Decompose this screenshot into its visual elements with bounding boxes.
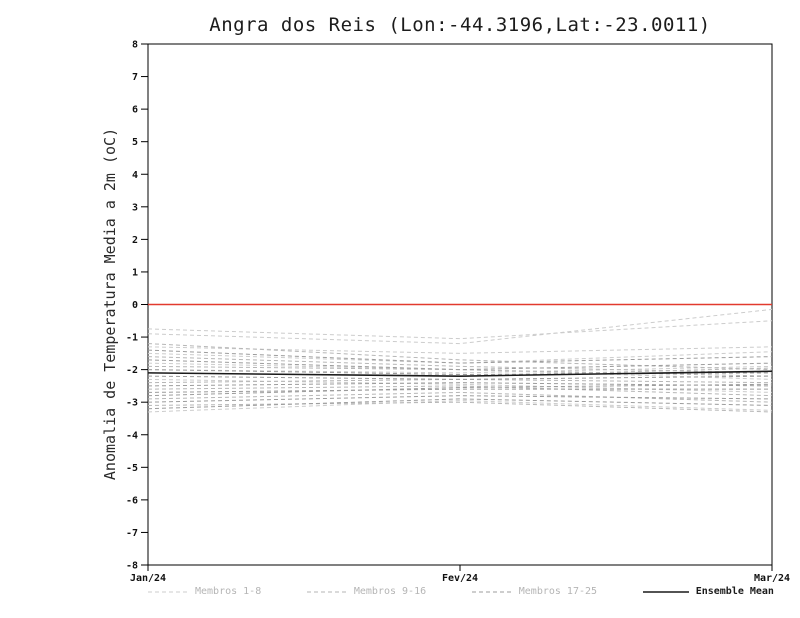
y-tick-label: -2 xyxy=(126,365,138,376)
y-tick-label: 5 xyxy=(132,137,138,148)
member-line xyxy=(147,388,772,393)
legend-label: Membros 9-16 xyxy=(353,586,427,597)
member-line xyxy=(147,346,773,354)
member-line xyxy=(147,378,773,384)
member-line xyxy=(147,382,773,387)
y-tick-label: -8 xyxy=(126,561,138,572)
member-line xyxy=(147,362,773,380)
member-line xyxy=(147,375,773,380)
member-line xyxy=(147,308,773,345)
legend-item-ensemble-mean: Ensemble Mean xyxy=(642,586,774,597)
y-tick-label: 8 xyxy=(132,40,138,51)
y-tick-label: 4 xyxy=(132,170,138,181)
member-line xyxy=(147,343,773,371)
y-tick-label: 6 xyxy=(132,105,138,116)
anomaly-plot: -8 -7 -6 -5 -4 -3 -2 -1 0 1 2 3 4 5 6 7 8 Jan/24 Fev/24 Mar… xyxy=(126,40,790,585)
y-tick-label: -6 xyxy=(126,495,138,506)
member-line xyxy=(147,398,773,410)
y-tick-label: -3 xyxy=(126,398,138,409)
x-tick-label: Jan/24 xyxy=(130,573,166,582)
member-line xyxy=(147,391,773,403)
dashed-line-sample-icon xyxy=(148,591,188,592)
y-tick-label: 7 xyxy=(132,72,138,83)
legend-item-members-17-25: Membros 17-25 xyxy=(471,586,598,597)
legend-item-members-1-8: Membros 1-8 xyxy=(148,586,261,597)
legend-label: Membros 1-8 xyxy=(195,586,262,597)
y-tick-label: -4 xyxy=(126,430,138,441)
member-line xyxy=(147,385,773,397)
member-line xyxy=(147,359,773,371)
y-axis-title: Anomalia de Temperatura Media a 2m (oC) xyxy=(101,127,119,481)
dashed-line-sample-icon xyxy=(306,591,347,592)
member-line xyxy=(147,401,773,413)
x-tick-label: Fev/24 xyxy=(442,573,478,582)
member-line xyxy=(147,365,773,377)
legend-item-members-9-16: Membros 9-16 xyxy=(306,586,427,597)
member-line xyxy=(147,395,773,403)
member-line xyxy=(147,320,773,340)
member-line xyxy=(147,400,773,413)
legend: Membros 1-8 Membros 9-16 Membros 17-25 E… xyxy=(148,586,774,597)
y-tick-label: -7 xyxy=(126,528,138,539)
y-tick-label: 2 xyxy=(132,235,138,246)
solid-line-sample-icon xyxy=(642,590,689,593)
member-line xyxy=(147,351,773,364)
member-line xyxy=(147,378,773,393)
legend-label: Ensemble Mean xyxy=(695,586,774,597)
y-tick-label: -1 xyxy=(126,333,138,344)
member-line xyxy=(147,367,773,377)
chart-title: Angra dos Reis (Lon:-44.3196,Lat:-23.001… xyxy=(209,14,711,36)
y-tick-label: 1 xyxy=(132,267,138,278)
x-tick-label: Mar/24 xyxy=(754,573,790,582)
legend-label: Membros 17-25 xyxy=(518,586,598,597)
ensemble-mean-line xyxy=(147,370,773,377)
y-tick-label: 3 xyxy=(132,202,138,213)
dashed-line-sample-icon xyxy=(471,591,512,592)
y-tick-label: -5 xyxy=(126,463,138,474)
member-line xyxy=(147,383,773,397)
member-line xyxy=(147,365,773,374)
member-line xyxy=(147,349,773,364)
y-tick-label: 0 xyxy=(132,300,138,311)
